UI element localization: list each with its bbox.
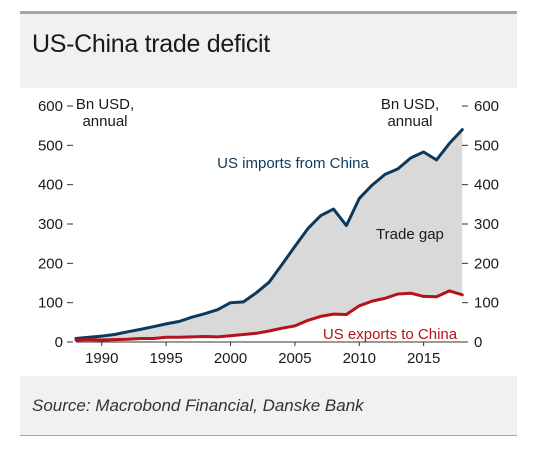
us-imports-point [307,227,309,230]
y-tick-label-left: 600 [38,98,63,115]
us-exports-point [113,338,116,341]
trade-gap-label: Trade gap [376,226,444,243]
us-imports-point [255,292,258,294]
y-tick-label-right: 400 [474,177,499,194]
y-tick-label-right: 300 [474,216,499,233]
us-exports-point [75,339,77,341]
us-exports-point [435,296,438,298]
y-tick-label-right: 600 [474,98,499,115]
us-imports-point [204,312,206,315]
us-exports-point [139,337,142,340]
us-exports-point [371,300,373,302]
us-exports-point [345,313,348,316]
x-tick-label: 1990 [85,350,118,367]
us-imports-point [165,323,167,325]
us-exports-point [358,305,361,307]
y-tick-label-left: 500 [38,137,63,154]
us-exports-point [448,290,451,292]
y-tick-label-right: 100 [474,295,499,312]
us-exports-point [332,313,335,315]
us-imports-point [461,128,464,131]
y-tick-label-left: 0 [55,334,63,351]
us-exports-point [397,293,399,295]
us-exports-point [88,338,90,341]
us-exports-point [126,338,129,340]
us-imports-point [435,159,438,161]
us-imports-point [139,328,142,331]
us-exports-point [422,295,425,298]
x-tick-label: 1995 [149,350,182,367]
us-exports-point [229,334,232,337]
us-imports-point [422,151,425,153]
y-tick-label-left: 400 [38,177,63,194]
us-exports-point [165,336,167,339]
left-axis-unit-label: Bn USD, [76,96,134,113]
bottom-rule [20,435,517,436]
us-exports-point [204,335,206,338]
us-exports-point [242,333,245,336]
us-exports-point [152,337,155,340]
y-tick-label-left: 100 [38,295,63,312]
us-imports-point [294,245,296,248]
x-tick-label: 2005 [278,350,311,367]
us-exports-point [268,330,270,332]
us-exports-point [191,336,193,338]
imports-series-label: US imports from China [217,155,369,172]
us-imports-point [101,335,103,337]
trade-gap-area [76,129,463,340]
us-imports-point [178,320,180,323]
us-exports-point [307,319,309,322]
chart-title: US-China trade deficit [32,30,270,58]
us-exports-point [384,297,386,300]
us-exports-point [294,325,296,327]
us-exports-point [319,315,322,318]
x-tick-label: 2015 [407,350,440,367]
us-exports-point [410,292,412,294]
y-tick-label-right: 200 [474,255,499,272]
y-tick-label-left: 200 [38,255,63,272]
us-imports-point [268,281,270,283]
left-axis-unit-label: annual [82,113,127,130]
us-imports-point [448,142,451,145]
us-exports-point [101,339,103,341]
us-imports-point [281,263,283,266]
us-imports-point [216,308,219,311]
us-imports-point [229,301,232,304]
us-imports-point [319,214,322,217]
y-tick-label-right: 500 [474,137,499,154]
right-axis-unit-label: Bn USD, [381,96,439,113]
us-exports-point [281,327,283,329]
us-exports-point [216,336,219,338]
us-exports-point [255,332,258,335]
y-tick-label-right: 0 [474,334,482,351]
us-imports-point [191,316,193,318]
us-imports-point [397,168,399,170]
us-exports-point [461,294,464,296]
y-tick-label-left: 300 [38,216,63,233]
us-imports-point [371,184,373,186]
x-tick-label: 2000 [214,350,247,367]
us-imports-point [113,333,116,336]
us-imports-point [345,224,348,227]
us-imports-point [152,325,155,328]
us-imports-point [410,157,412,159]
us-imports-point [242,301,245,303]
us-imports-point [126,331,129,333]
source-note: Source: Macrobond Financial, Danske Bank [32,396,364,415]
us-imports-point [358,197,361,200]
top-rule [20,11,517,14]
us-imports-point [88,336,90,339]
us-imports-point [384,173,386,176]
x-tick-label: 2010 [343,350,376,367]
us-exports-point [178,336,180,339]
us-imports-point [332,208,335,210]
exports-series-label: US exports to China [323,326,458,343]
right-axis-unit-label: annual [387,113,432,130]
